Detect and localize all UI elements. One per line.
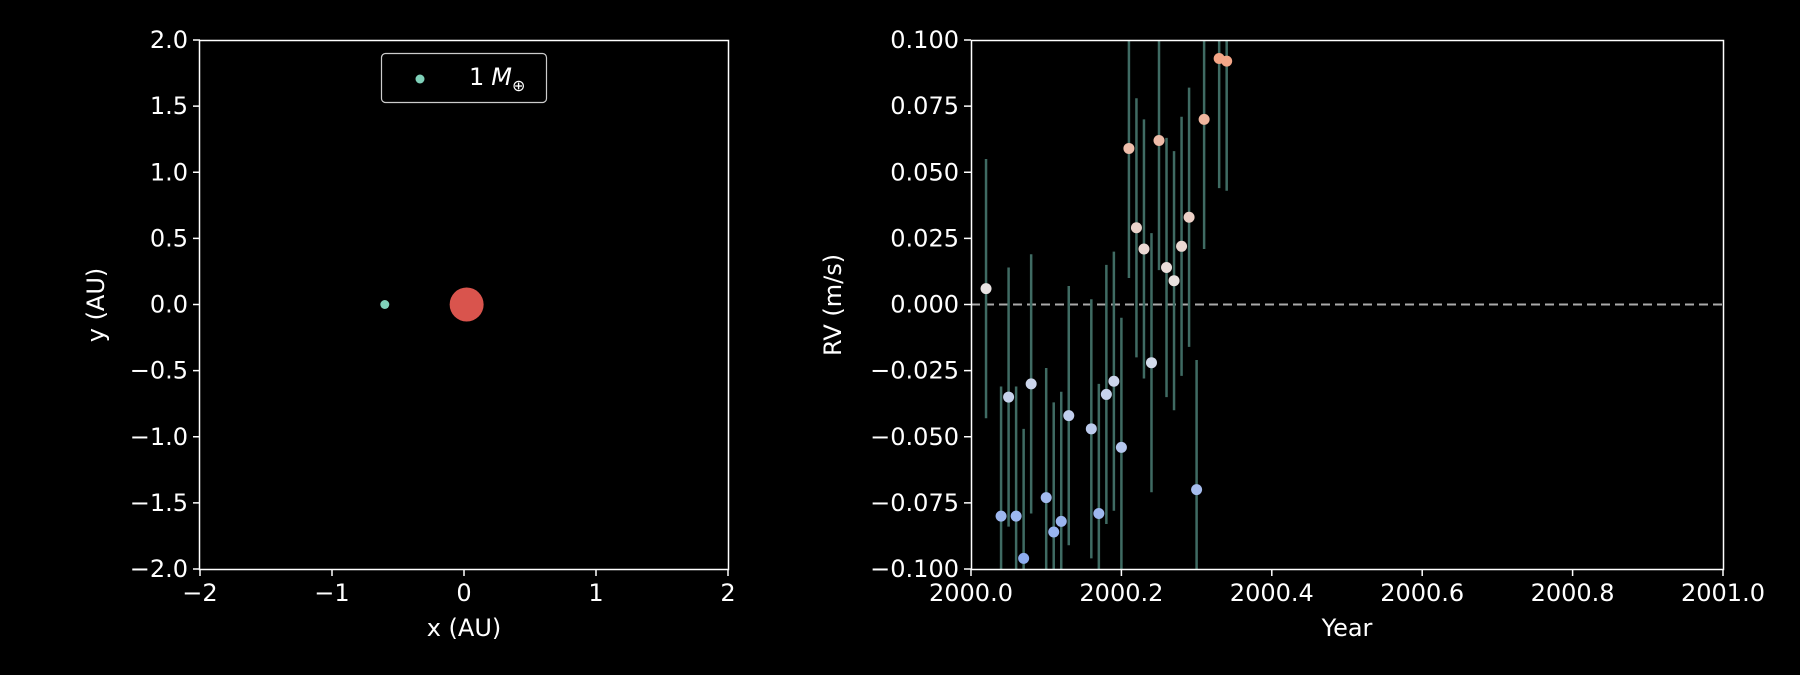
orbit-y-tick-label: −2.0 — [130, 555, 188, 583]
rv-point — [1123, 142, 1135, 154]
rv-point — [1161, 261, 1173, 273]
rv-point — [1055, 515, 1067, 527]
orbit-x-tick-label: 2 — [720, 579, 735, 607]
rv-y-tick-label: 0.000 — [890, 291, 959, 319]
orbit-x-tick-label: −1 — [314, 579, 349, 607]
legend-planet-marker — [415, 74, 425, 84]
rv-point — [1108, 375, 1120, 387]
rv-y-tick-label: −0.075 — [870, 489, 959, 517]
rv-point — [1168, 275, 1180, 287]
rv-x-tick-label: 2000.0 — [929, 579, 1013, 607]
orbit-y-tick-label: 2.0 — [150, 26, 188, 54]
legend-label-value: 1 — [469, 63, 484, 91]
planet-marker — [380, 300, 390, 309]
rv-point — [1018, 552, 1030, 564]
rv-x-tick-label: 2000.4 — [1230, 579, 1314, 607]
rv-point — [1040, 492, 1052, 504]
rv-point — [1093, 507, 1105, 519]
rv-point — [1183, 211, 1195, 223]
rv-point — [1010, 510, 1022, 522]
orbit-y-tick-label: 1.5 — [150, 92, 188, 120]
rv-x-tick-label: 2000.6 — [1380, 579, 1464, 607]
legend-box — [380, 52, 548, 104]
rv-y-tick-label: 0.050 — [890, 158, 959, 186]
rv-y-tick-label: 0.100 — [890, 26, 959, 54]
orbit-marks — [380, 287, 484, 322]
legend-label: 1 M⊕ — [469, 63, 525, 95]
rv-axes-frame — [970, 39, 1725, 571]
legend-label-sub: ⊕ — [512, 76, 525, 95]
orbit-y-tick-label: 0.5 — [150, 224, 188, 252]
rv-point — [995, 510, 1007, 522]
rv-point — [1115, 441, 1127, 453]
orbit-x-tick-label: 0 — [456, 579, 471, 607]
orbit-y-tick-label: 0.0 — [150, 291, 188, 319]
orbit-y-tick-label: −0.5 — [130, 357, 188, 385]
rv-point — [1130, 222, 1142, 234]
orbit-y-tick-label: 1.0 — [150, 158, 188, 186]
orbit-y-tick-label: −1.5 — [130, 489, 188, 517]
rv-point — [1085, 423, 1097, 435]
orbit-x-tick-label: 1 — [588, 579, 603, 607]
rv-y-tick-label: −0.050 — [870, 423, 959, 451]
orbit-y-ticks: 2.0 1.5 1.0 0.5 0.0 −0.5 −1.0 −1.5 −2.0 — [130, 26, 200, 583]
rv-y-tick-label: 0.025 — [890, 224, 959, 252]
rv-point — [1198, 113, 1210, 125]
rv-y-tick-label: −0.025 — [870, 357, 959, 385]
rv-point — [1003, 391, 1015, 403]
rv-x-tick-label: 2000.8 — [1531, 579, 1615, 607]
orbit-x-axis-label: x (AU) — [427, 614, 502, 642]
orbit-panel: −2 −1 0 1 2 2.01.51.00.50.0−0.5−1.0−1.5−2.0 … — [82, 26, 736, 642]
rv-y-ticks: 0.100 0.075 0.050 0.025 0.000 −0.025 −0.050 −0.… — [870, 26, 971, 583]
rv-point — [980, 283, 992, 295]
orbit-x-ticks: −2 −1 0 1 2 — [182, 569, 736, 607]
rv-marks — [971, 40, 1723, 570]
rv-point — [1063, 410, 1075, 422]
rv-x-tick-label: 2000.2 — [1079, 579, 1163, 607]
orbit-y-axis-label: y (AU) — [82, 268, 110, 343]
legend-label-unit: M — [491, 63, 512, 91]
orbit-legend: 1 M⊕ — [380, 52, 548, 104]
rv-point — [1025, 378, 1037, 390]
rv-point — [1153, 135, 1165, 147]
rv-point — [1221, 55, 1233, 67]
star-marker — [449, 287, 484, 322]
rv-y-tick-label: −0.100 — [870, 555, 959, 583]
rv-x-ticks: 2000.0 2000.2 2000.4 2000.6 2000.8 2001.0 — [929, 569, 1765, 607]
rv-point — [1176, 240, 1188, 252]
rv-y-tick-label: 0.075 — [890, 92, 959, 120]
rv-x-axis-label: Year — [1321, 614, 1373, 642]
rv-x-tick-label: 2001.0 — [1681, 579, 1765, 607]
orbit-y-tick-label: −1.0 — [130, 423, 188, 451]
orbit-x-tick-label: −2 — [182, 579, 217, 607]
rv-point — [1100, 388, 1112, 400]
rv-point — [1138, 243, 1150, 255]
rv-panel: 2000.0 2000.2 2000.4 2000.6 2000.8 2001.0 0.1… — [819, 26, 1765, 642]
rv-point — [1191, 484, 1203, 496]
rv-point — [1048, 526, 1060, 538]
orbit-axes-frame — [198, 39, 730, 571]
rv-y-axis-label: RV (m/s) — [819, 254, 847, 356]
rv-point — [1145, 357, 1157, 369]
